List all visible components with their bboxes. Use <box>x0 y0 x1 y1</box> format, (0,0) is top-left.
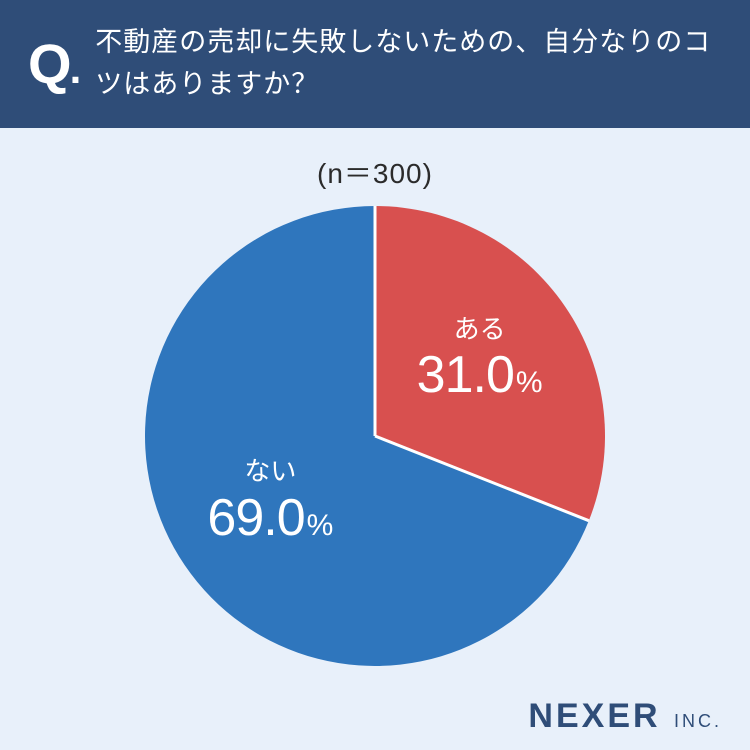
question-header: Q. 不動産の売却に失敗しないための、自分なりのコツはありますか？ <box>0 0 750 128</box>
slice-value: 31.0% <box>417 379 543 396</box>
slice-name: ない <box>190 457 350 487</box>
slice-name: ある <box>400 315 560 345</box>
pie-slice-label: ある 31.0% <box>400 315 560 407</box>
q-letter: Q <box>28 32 70 95</box>
pie-chart: ある 31.0% ない 69.0% <box>145 206 605 666</box>
slice-value: 69.0% <box>207 522 333 539</box>
pie-slice-label: ない 69.0% <box>190 457 350 549</box>
question-text: 不動産の売却に失敗しないための、自分なりのコツはありますか？ <box>95 22 722 106</box>
brand-logo: NEXER INC. <box>528 697 722 736</box>
q-dot: . <box>70 45 80 92</box>
brand-name: NEXER <box>528 697 660 735</box>
pie-svg <box>145 206 605 666</box>
q-marker: Q. <box>28 36 79 92</box>
sample-size-label: (n＝300) <box>0 152 750 192</box>
brand-suffix: INC. <box>674 711 722 731</box>
